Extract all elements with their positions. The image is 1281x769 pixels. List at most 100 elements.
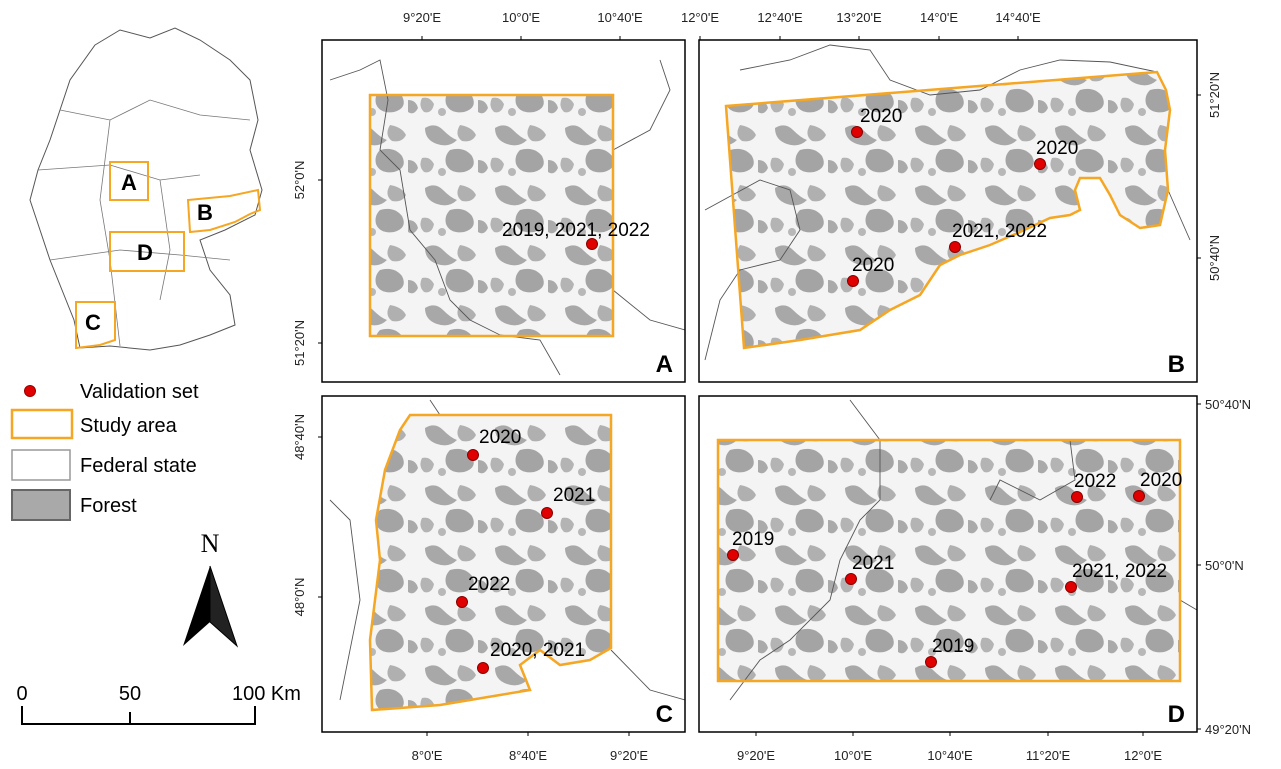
axis-label: 12°0'E	[1124, 748, 1162, 763]
panel: B 12°0'E 12°40'E 13°20'E 14°0'E 14°40'E 51°20'…	[681, 10, 1222, 383]
point-label: 2021, 2022	[952, 221, 1047, 242]
legend-swatch	[11, 449, 71, 481]
axis-label: 8°40'E	[509, 748, 547, 763]
state-border	[704, 44, 1191, 361]
validation-point	[456, 596, 468, 608]
legend-point	[24, 385, 36, 397]
north-label: N	[201, 529, 220, 558]
point-label: 2020, 2021	[490, 640, 585, 661]
overview-label: A	[121, 170, 137, 195]
state-border	[729, 399, 1197, 701]
point-label: 2019	[932, 636, 974, 657]
legend-label: Forest	[80, 495, 137, 517]
panel: A 9°20'E 10°0'E 10°40'E 52°0'N 51°20'N 2019, 2…	[292, 10, 686, 383]
axis-label: 52°0'N	[292, 161, 307, 200]
point-label: 2019, 2021, 2022	[502, 220, 650, 241]
point-label: 2019	[732, 529, 774, 550]
study-area	[716, 438, 1182, 683]
legend-swatch	[10, 408, 74, 440]
axis-label: 9°20'E	[610, 748, 648, 763]
validation-point	[1071, 491, 1083, 503]
north-arrow: N	[183, 529, 239, 648]
axis-label: 51°20'N	[1207, 72, 1222, 118]
forest-cover	[370, 95, 613, 336]
validation-point	[847, 275, 859, 287]
validation-point	[541, 507, 553, 519]
axis-label: 10°0'E	[834, 748, 872, 763]
state-border	[329, 399, 685, 701]
point-label: 2022	[1074, 471, 1116, 492]
axis-label: 11°20'E	[1026, 748, 1071, 763]
point-label: 2020	[860, 106, 902, 127]
axis-label: 50°40'N	[1207, 235, 1222, 281]
validation-point	[1034, 158, 1046, 170]
panel-letter: A	[656, 351, 673, 378]
axis-label: 51°20'N	[292, 320, 307, 366]
arrow-right	[209, 565, 239, 648]
validation-point	[467, 449, 479, 461]
axis-label: 14°40'E	[995, 10, 1041, 25]
axis-label: 50°0'N	[1205, 558, 1244, 573]
panel-frame	[321, 39, 686, 383]
scale-line	[21, 706, 256, 725]
axis-label: 48°40'N	[292, 414, 307, 460]
arrow-left	[183, 566, 210, 646]
panel-frame	[698, 395, 1198, 733]
validation-point	[1065, 581, 1077, 593]
axis-label: 9°20'E	[403, 10, 441, 25]
point-label: 2020	[1140, 470, 1182, 491]
study-area-box	[186, 188, 262, 234]
forest-cover	[370, 415, 611, 710]
axis-label: 10°40'E	[927, 748, 973, 763]
axis-label: 10°0'E	[502, 10, 540, 25]
scale-label: 100 Km	[232, 683, 301, 705]
panel-frame	[321, 395, 686, 733]
study-area	[368, 93, 615, 338]
axis-label: 12°0'E	[681, 10, 719, 25]
panel-letter: D	[1168, 701, 1185, 728]
scale-label: 50	[119, 683, 141, 705]
axis-label: 48°0'N	[292, 578, 307, 617]
study-area-box	[109, 161, 149, 201]
point-label: 2022	[468, 574, 510, 595]
panel-letter: C	[656, 701, 673, 728]
study-area-box	[75, 301, 116, 350]
legend-swatch	[11, 489, 71, 521]
overview-label: B	[197, 200, 213, 225]
axis-label: 13°20'E	[836, 10, 882, 25]
axis-label: 12°40'E	[757, 10, 803, 25]
validation-point	[851, 126, 863, 138]
validation-point	[1133, 490, 1145, 502]
validation-point	[727, 549, 739, 561]
axis-label: 14°0'E	[920, 10, 958, 25]
study-area	[368, 413, 613, 712]
axis-label: 9°20'E	[737, 748, 775, 763]
axis-label: 50°40'N	[1205, 397, 1251, 412]
validation-point	[949, 241, 961, 253]
study-area	[724, 70, 1172, 350]
germany-outline	[29, 27, 263, 351]
overview-map: A B C D	[29, 27, 263, 351]
validation-point	[845, 573, 857, 585]
overview-label: D	[137, 240, 153, 265]
study-area-box	[109, 231, 185, 272]
forest-cover	[718, 440, 1180, 681]
point-label: 2021	[553, 485, 595, 506]
point-label: 2020	[479, 427, 521, 448]
validation-point	[477, 662, 489, 674]
legend-label: Validation set	[80, 381, 199, 403]
scale-bar: 0 50 100 Km	[16, 683, 301, 725]
validation-point	[586, 238, 598, 250]
panel-frame	[698, 39, 1198, 383]
point-label: 2021, 2022	[1072, 561, 1167, 582]
point-label: 2021	[852, 553, 894, 574]
scale-label: 0	[16, 683, 27, 705]
legend-label: Study area	[80, 415, 178, 437]
overview-label: C	[85, 310, 101, 335]
axis-label: 10°40'E	[597, 10, 643, 25]
legend-label: Federal state	[80, 455, 197, 477]
panel: C 8°0'E 8°40'E 9°20'E 48°40'N 48°0'N 2020 2021 2…	[292, 395, 686, 763]
panel: D 9°20'E 10°0'E 10°40'E 11°20'E 12°0'E 50°40'N…	[698, 395, 1251, 763]
legend: Validation set Study area Federal state …	[10, 381, 199, 521]
